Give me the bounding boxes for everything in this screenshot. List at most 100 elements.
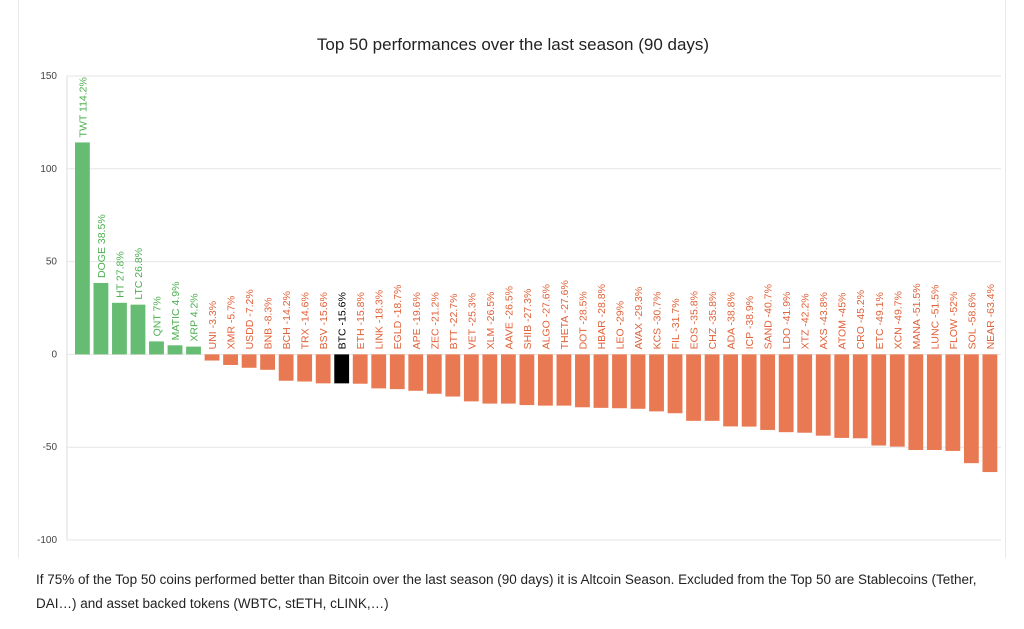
y-tick-label: 0 bbox=[51, 349, 57, 360]
bar-bch bbox=[278, 354, 294, 381]
bar-twt bbox=[75, 142, 90, 355]
bar-qnt bbox=[149, 341, 164, 355]
bar-bsv bbox=[315, 354, 331, 384]
bar-xrp bbox=[186, 346, 201, 355]
bar-chart: Top 50 performances over the last season… bbox=[37, 35, 1001, 546]
bar-label-flow: FLOW -52% bbox=[948, 292, 960, 350]
bar-leo bbox=[612, 354, 627, 409]
bar-ltc bbox=[130, 304, 146, 355]
bar-label-aave: AAVE -26.5% bbox=[503, 286, 515, 349]
y-tick-label: 150 bbox=[40, 71, 57, 82]
bar-mana bbox=[908, 354, 924, 450]
bar-label-qnt: QNT 7% bbox=[151, 296, 163, 336]
bar-atom bbox=[834, 354, 850, 438]
bar-link bbox=[371, 354, 387, 389]
bar-label-xtz: XTZ -42.2% bbox=[800, 293, 812, 349]
bar-label-ldo: LDO -41.9% bbox=[781, 292, 793, 350]
bar-ldo bbox=[778, 354, 794, 433]
bar-label-near: NEAR -63.4% bbox=[985, 284, 997, 349]
bar-label-ht: HT 27.8% bbox=[114, 251, 126, 298]
y-tick-label: 100 bbox=[40, 164, 57, 175]
bar-etc bbox=[871, 354, 887, 446]
bars bbox=[75, 142, 998, 473]
bar-egld bbox=[389, 354, 405, 390]
bar-label-zec: ZEC -21.2% bbox=[429, 292, 441, 349]
bar-label-icp: ICP -38.9% bbox=[744, 296, 756, 350]
bar-near bbox=[982, 354, 998, 473]
bar-dot bbox=[575, 354, 590, 408]
bar-trx bbox=[297, 354, 313, 382]
bar-eth bbox=[352, 354, 368, 384]
bar-label-avax: AVAX -29.3% bbox=[633, 287, 645, 350]
bar-flow bbox=[945, 354, 961, 451]
bar-label-lunc: LUNC -51.5% bbox=[929, 285, 941, 350]
bar-label-ada: ADA -38.8% bbox=[726, 292, 738, 349]
bar-label-vet: VET -25.3% bbox=[466, 293, 478, 349]
bar-label-uni: UNI -3.3% bbox=[207, 301, 219, 349]
bar-label-kcs: KCS -30.7% bbox=[652, 292, 664, 350]
bar-label-dot: DOT -28.5% bbox=[577, 291, 589, 349]
bar-kcs bbox=[649, 354, 664, 412]
bar-label-chz: CHZ -35.8% bbox=[707, 292, 719, 350]
bar-label-doge: DOGE 38.5% bbox=[96, 214, 108, 278]
bar-label-btt: BTT -22.7% bbox=[448, 294, 460, 350]
bar-label-trx: TRX -14.6% bbox=[300, 292, 312, 349]
bar-label-sand: SAND -40.7% bbox=[763, 284, 775, 349]
bar-ht bbox=[112, 302, 127, 355]
bar-axs bbox=[815, 354, 831, 436]
bar-xlm bbox=[482, 354, 498, 404]
bar-hbar bbox=[593, 354, 609, 408]
bar-label-leo: LEO -29% bbox=[614, 301, 626, 349]
bar-matic bbox=[167, 345, 183, 355]
bar-sand bbox=[760, 354, 776, 430]
chart-title: Top 50 performances over the last season… bbox=[317, 35, 709, 54]
grid-lines bbox=[66, 75, 1001, 541]
bar-label-cro: CRO -45.2% bbox=[855, 290, 867, 350]
bar-label-ltc: LTC 26.8% bbox=[133, 248, 145, 300]
bar-label-xrp: XRP 4.2% bbox=[189, 293, 201, 341]
bar-label-link: LINK -18.3% bbox=[374, 290, 386, 350]
bar-btt bbox=[445, 354, 461, 397]
bar-label-xcn: XCN -49.7% bbox=[892, 291, 904, 349]
bar-ape bbox=[408, 354, 424, 391]
bar-zec bbox=[426, 354, 442, 394]
bar-avax bbox=[630, 354, 646, 409]
bar-cro bbox=[852, 354, 868, 439]
bar-sol bbox=[963, 354, 979, 464]
bar-label-ape: APE -19.6% bbox=[411, 292, 423, 349]
bar-uni bbox=[204, 354, 220, 361]
chart-caption: If 75% of the Top 50 coins performed bet… bbox=[36, 572, 977, 611]
bar-xtz bbox=[797, 354, 813, 433]
bar-label-hbar: HBAR -28.8% bbox=[596, 284, 608, 349]
bar-eos bbox=[686, 354, 701, 421]
bar-label-bch: BCH -14.2% bbox=[281, 291, 293, 349]
bar-label-eos: EOS -35.8% bbox=[689, 291, 701, 349]
bar-ada bbox=[723, 354, 739, 427]
bar-chz bbox=[704, 354, 720, 421]
bar-aave bbox=[500, 354, 516, 404]
bar-label-twt: TWT 114.2% bbox=[77, 77, 89, 137]
y-axis-ticks: 150 100 50 0 -50 -100 bbox=[37, 71, 57, 546]
bar-icp bbox=[741, 354, 757, 427]
bar-xmr bbox=[223, 354, 238, 365]
bar-label-bnb: BNB -8.3% bbox=[263, 297, 275, 349]
bar-label-usdd: USDD -7.2% bbox=[244, 289, 256, 349]
bar-btc bbox=[334, 354, 350, 384]
bar-lunc bbox=[926, 354, 942, 450]
bar-fil bbox=[667, 354, 683, 414]
bar-xcn bbox=[889, 354, 905, 447]
bar-label-sol: SOL -58.6% bbox=[966, 293, 978, 350]
bar-label-mana: MANA -51.5% bbox=[911, 283, 923, 349]
chart-card: Top 50 performances over the last season… bbox=[18, 0, 1006, 558]
bar-label-egld: EGLD -18.7% bbox=[392, 285, 404, 350]
bar-label-xmr: XMR -5.7% bbox=[226, 296, 238, 350]
bar-label-shib: SHIB -27.3% bbox=[522, 289, 534, 350]
bar-doge bbox=[93, 282, 109, 355]
bar-theta bbox=[556, 354, 572, 406]
y-tick-label: -50 bbox=[43, 442, 58, 453]
bar-bnb bbox=[260, 354, 276, 370]
bar-label-bsv: BSV -15.6% bbox=[318, 292, 330, 349]
bar-labels: TWT 114.2% DOGE 38.5% HT 27.8% LTC 26.8% QNT… bbox=[77, 77, 996, 349]
y-tick-label: 50 bbox=[46, 257, 58, 268]
bar-label-eth: ETH -15.8% bbox=[355, 292, 367, 349]
